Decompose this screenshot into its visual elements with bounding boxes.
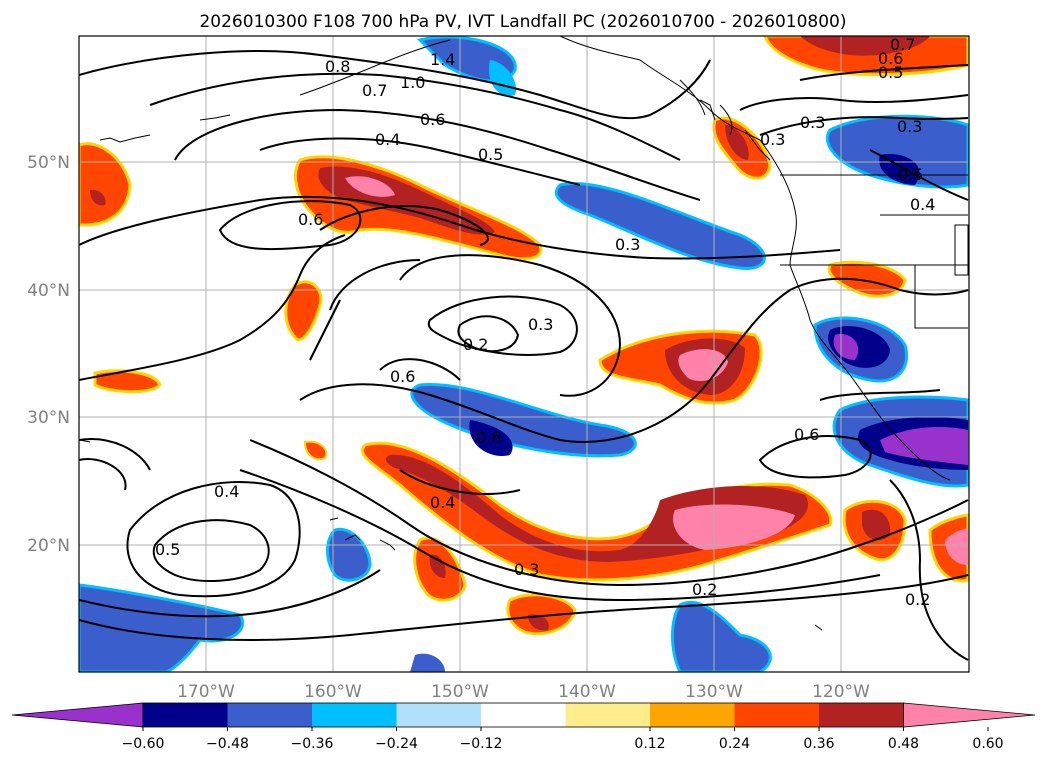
- contour-labels: 1.4 0.8 0.7 1.0 0.6 0.4 0.5 0.6 0.3 0.2 …: [155, 35, 935, 609]
- contour-label: 0.3: [897, 117, 922, 136]
- negative-anomaly-southwest: [79, 527, 772, 672]
- colorbar-swatch: [227, 703, 313, 727]
- lat-label: 40°N: [27, 281, 70, 301]
- colorbar-swatch: [565, 703, 651, 727]
- contour-label: 0.6: [298, 210, 323, 229]
- contour-label: 0.3: [800, 113, 825, 132]
- lat-label: 30°N: [27, 408, 70, 428]
- colorbar-tick-label: 0.24: [719, 736, 750, 752]
- colorbar-swatch: [396, 703, 482, 727]
- lat-label: 20°N: [27, 536, 70, 556]
- contour-label: 0.4: [214, 482, 239, 501]
- map-panel: 1.4 0.8 0.7 1.0 0.6 0.4 0.5 0.6 0.3 0.2 …: [78, 35, 970, 673]
- contour-label: 1.4: [430, 50, 455, 69]
- contour-label: 0.6: [390, 367, 415, 386]
- contour-label: 0.6: [878, 49, 903, 68]
- figure-title: 2026010300 F108 700 hPa PV, IVT Landfall…: [199, 12, 846, 32]
- colorbar-tick-label: −0.24: [375, 736, 418, 752]
- contour-label: 0.6: [794, 425, 819, 444]
- colorbar: −0.60 −0.48 −0.36 −0.24 −0.12 0.12 0.24 0.36 0.4…: [11, 702, 1036, 752]
- contour-label: 0.3: [760, 130, 785, 149]
- colorbar-extend-min: [11, 702, 144, 728]
- map-frame: [78, 35, 970, 673]
- colorbar-tick-label: 0.60: [972, 736, 1003, 752]
- contour-label: 0.2: [905, 590, 930, 609]
- colorbar-tick-labels: −0.60 −0.48 −0.36 −0.24 −0.12 0.12 0.24 0.36 0.4…: [122, 727, 1004, 752]
- contour-label: 0.5: [155, 540, 180, 559]
- pv-contours: [79, 50, 969, 661]
- shading-layer: [79, 36, 969, 672]
- colorbar-tick-label: −0.36: [291, 736, 334, 752]
- positive-anomaly-small-west: [93, 260, 907, 461]
- lon-label: 150°W: [431, 682, 489, 702]
- colorbar-swatch: [143, 703, 228, 727]
- lon-label: 140°W: [558, 682, 616, 702]
- positive-anomaly-south-small: [413, 499, 969, 636]
- contour-label: 0.2: [463, 335, 488, 354]
- contour-label: 0.6: [420, 110, 445, 129]
- lon-label: 160°W: [304, 682, 362, 702]
- colorbar-tick-label: 0.48: [888, 736, 919, 752]
- contour-label: 0.5: [898, 165, 923, 184]
- colorbar-tick-label: 0.12: [634, 736, 665, 752]
- graticule: [79, 36, 969, 672]
- colorbar-swatch: [734, 703, 820, 727]
- lon-labels: 170°W 160°W 150°W 140°W 130°W 120°W: [177, 682, 870, 702]
- negative-anomaly-california: [813, 316, 908, 383]
- contour-label: 0.7: [890, 35, 915, 54]
- colorbar-swatch: [312, 703, 397, 727]
- colorbar-tick-label: 0.36: [803, 736, 834, 752]
- lon-label: 130°W: [685, 682, 743, 702]
- lat-labels: 50°N 40°N 30°N 20°N: [27, 153, 70, 556]
- contour-label: 0.5: [478, 145, 503, 164]
- lon-label: 170°W: [177, 682, 235, 702]
- contour-label: 0.4: [910, 195, 935, 214]
- colorbar-swatch: [819, 703, 904, 727]
- colorbar-tick-label: −0.12: [460, 736, 503, 752]
- contour-label: 0.3: [615, 235, 640, 254]
- contour-label: 0.8: [325, 57, 350, 76]
- colorbar-extend-max: [903, 702, 1036, 728]
- lon-label: 120°W: [812, 682, 870, 702]
- contour-label: 0.7: [362, 81, 387, 100]
- contour-label: 1.0: [400, 73, 425, 92]
- positive-anomaly-west-edge: [79, 142, 132, 227]
- colorbar-swatch: [650, 703, 735, 727]
- colorbar-frame: [142, 702, 904, 728]
- contour-label: 0.4: [375, 130, 400, 149]
- contour-label: 0.6: [476, 428, 501, 447]
- contour-label: 0.4: [430, 493, 455, 512]
- colorbar-swatches: [11, 702, 1036, 728]
- contour-label: 0.5: [878, 63, 903, 82]
- colorbar-tick-label: −0.48: [206, 736, 249, 752]
- contour-label: 0.2: [692, 580, 717, 599]
- contour-label: 0.3: [528, 315, 553, 334]
- colorbar-swatch: [481, 703, 566, 727]
- negative-anomaly-central: [410, 182, 766, 458]
- lat-label: 50°N: [27, 153, 70, 173]
- positive-anomaly-gulf-of-alaska: [293, 155, 543, 261]
- positive-anomaly-northeast-top: [763, 36, 969, 77]
- colorbar-tick-label: −0.60: [122, 736, 165, 752]
- contour-label: 0.3: [514, 560, 539, 579]
- positive-anomaly-central: [598, 329, 763, 405]
